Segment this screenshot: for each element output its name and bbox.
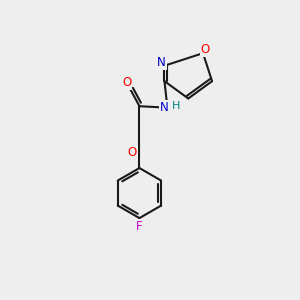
Text: N: N — [157, 56, 166, 69]
Text: F: F — [136, 220, 143, 233]
Text: H: H — [172, 101, 180, 111]
Text: O: O — [128, 146, 137, 159]
Text: N: N — [160, 101, 168, 114]
Text: O: O — [122, 76, 131, 89]
Text: O: O — [201, 43, 210, 56]
